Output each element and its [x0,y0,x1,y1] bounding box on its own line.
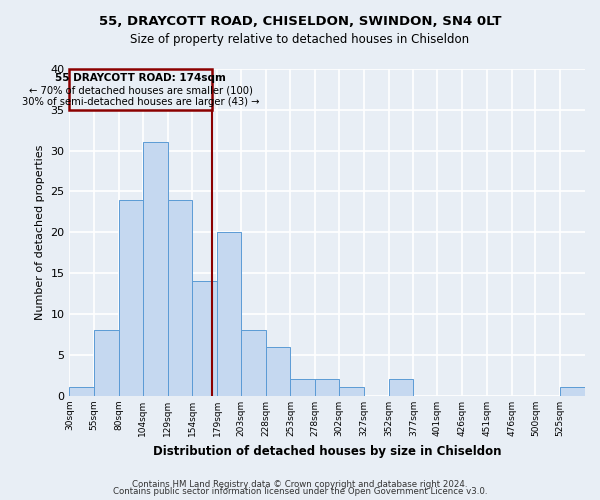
X-axis label: Distribution of detached houses by size in Chiseldon: Distribution of detached houses by size … [153,444,502,458]
Text: ← 70% of detached houses are smaller (100): ← 70% of detached houses are smaller (10… [29,86,253,96]
Bar [119,200,143,396]
Bar [70,388,94,396]
Bar [290,380,315,396]
Text: 55 DRAYCOTT ROAD: 174sqm: 55 DRAYCOTT ROAD: 174sqm [55,73,226,83]
Bar [143,142,167,396]
Y-axis label: Number of detached properties: Number of detached properties [35,144,45,320]
FancyBboxPatch shape [70,69,212,110]
Text: Size of property relative to detached houses in Chiseldon: Size of property relative to detached ho… [130,32,470,46]
Bar [193,282,217,396]
Text: Contains HM Land Registry data © Crown copyright and database right 2024.: Contains HM Land Registry data © Crown c… [132,480,468,489]
Bar [266,346,290,396]
Bar [560,388,585,396]
Bar [241,330,266,396]
Bar [94,330,119,396]
Bar [315,380,339,396]
Text: Contains public sector information licensed under the Open Government Licence v3: Contains public sector information licen… [113,488,487,496]
Bar [167,200,193,396]
Bar [389,380,413,396]
Bar [217,232,241,396]
Text: 55, DRAYCOTT ROAD, CHISELDON, SWINDON, SN4 0LT: 55, DRAYCOTT ROAD, CHISELDON, SWINDON, S… [99,15,501,28]
Bar [339,388,364,396]
Text: 30% of semi-detached houses are larger (43) →: 30% of semi-detached houses are larger (… [22,97,260,107]
